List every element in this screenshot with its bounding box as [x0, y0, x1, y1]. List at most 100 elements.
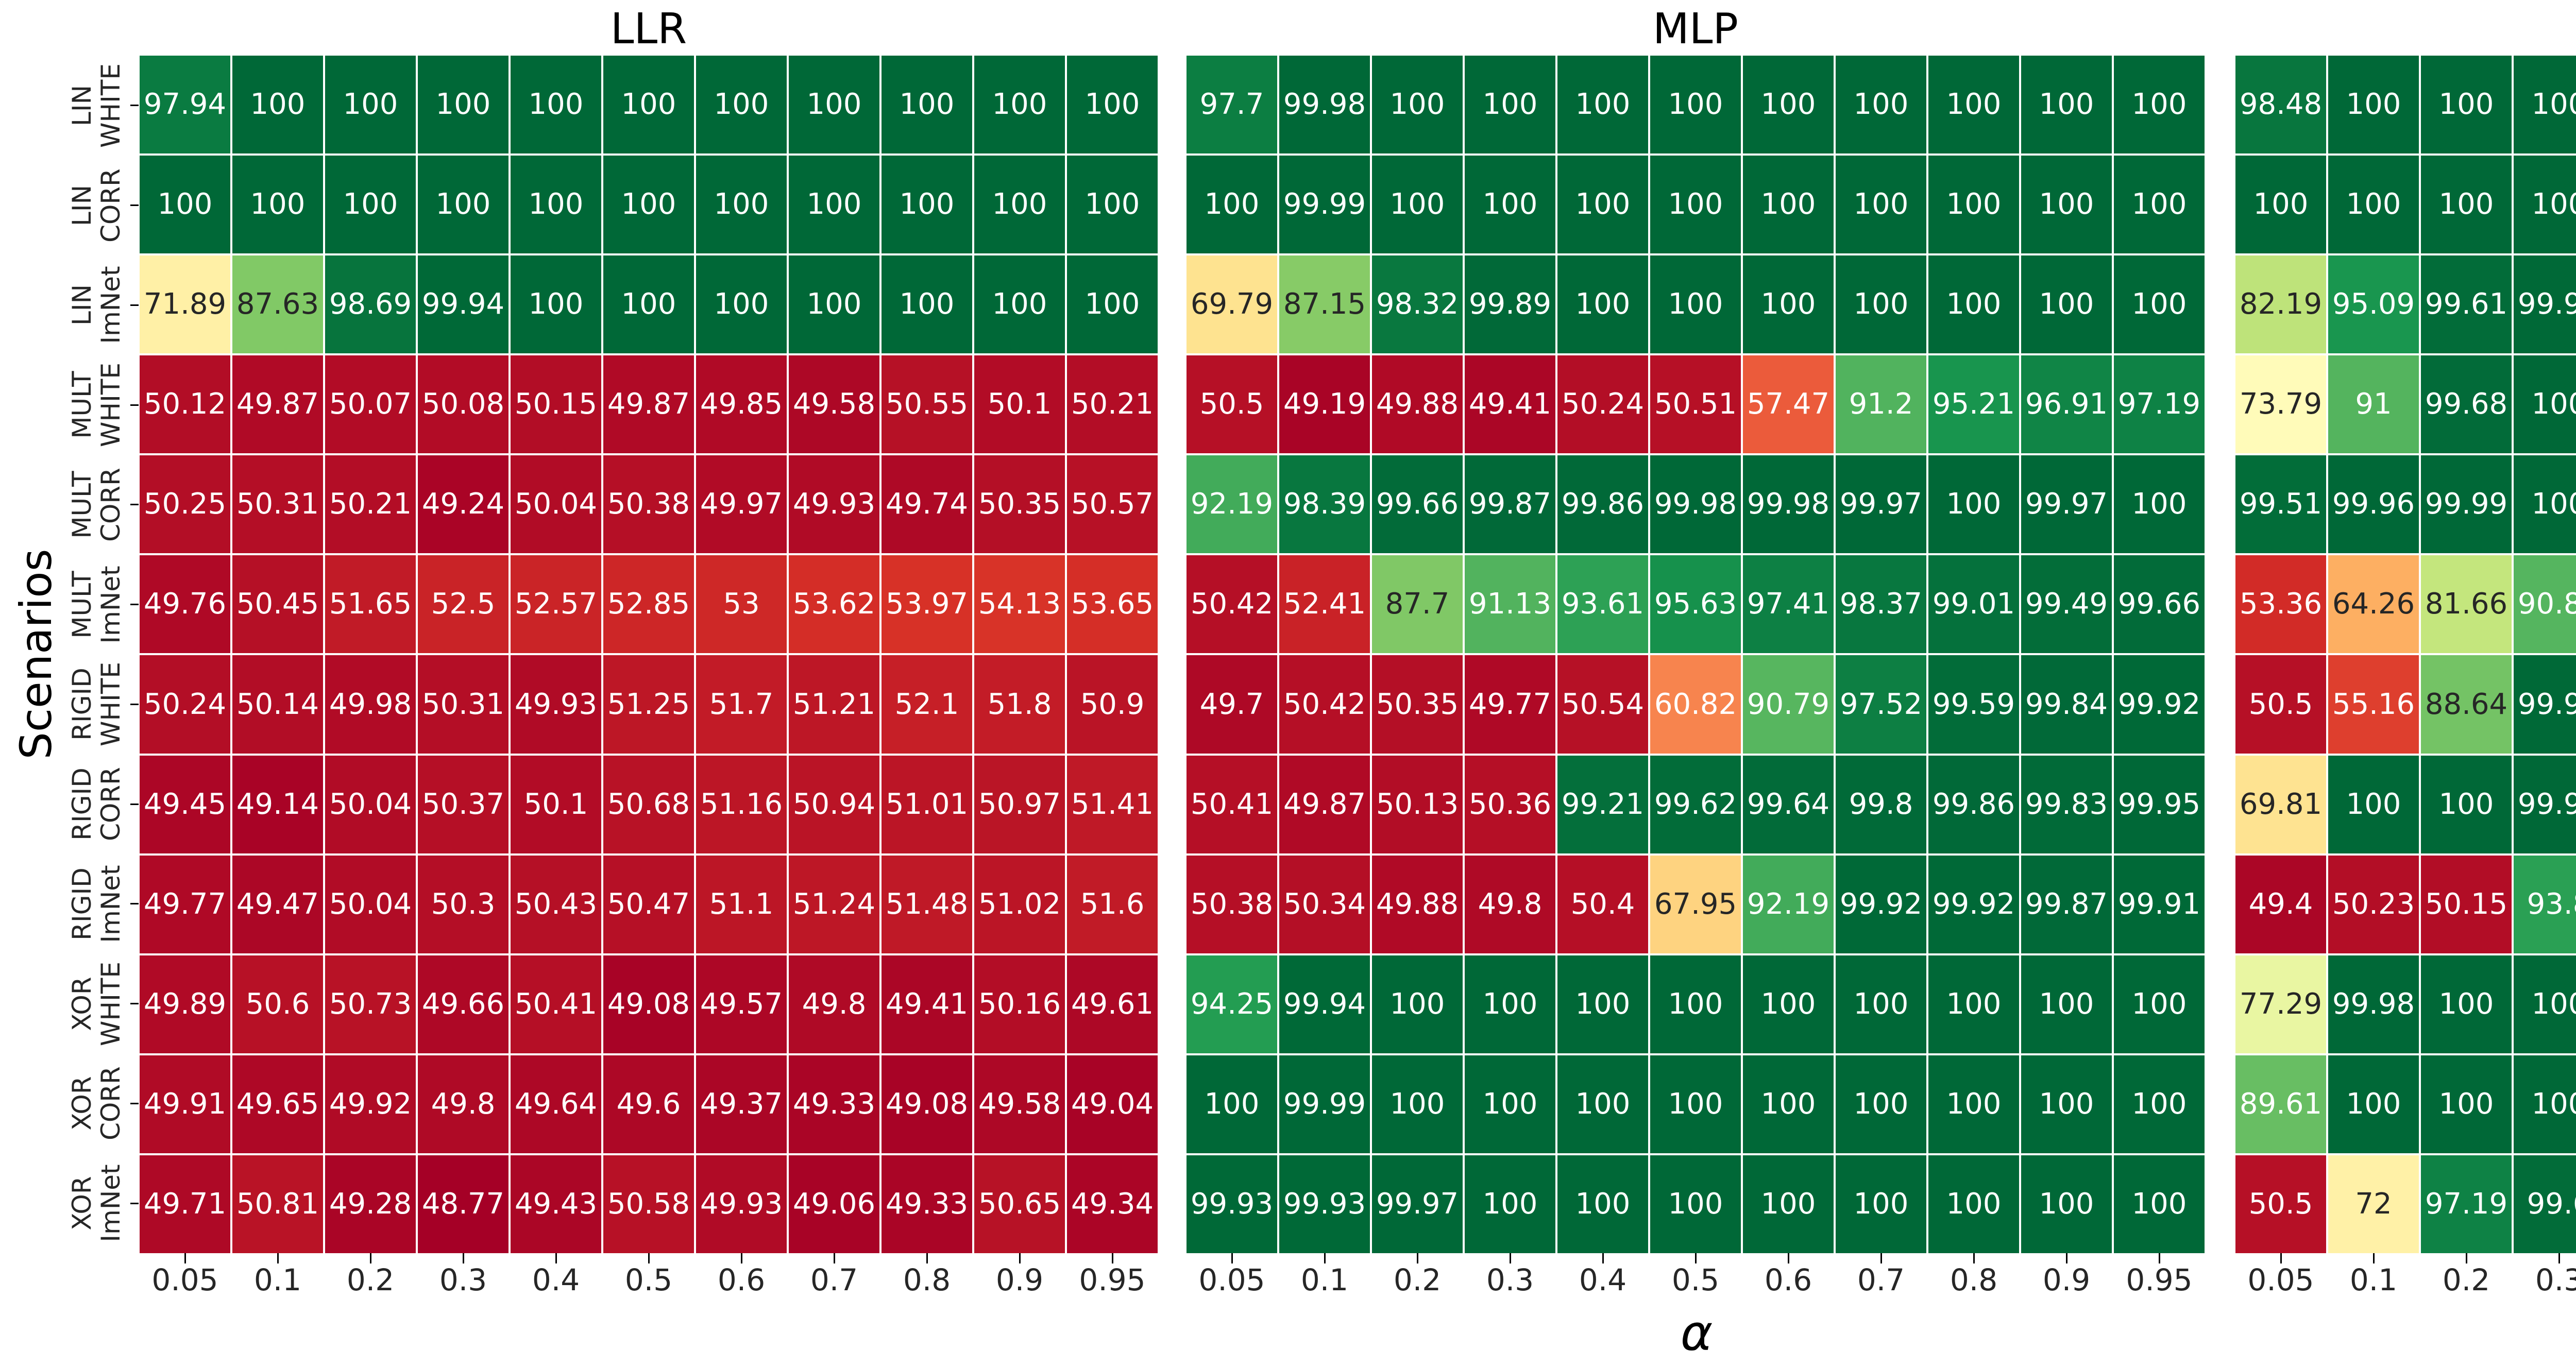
heatmap-cell: 100 [1650, 255, 1741, 354]
heatmap-cell: 49.4 [2235, 855, 2326, 953]
heatmap-cell: 49.88 [1372, 855, 1463, 953]
row-label: RIGID CORR [67, 767, 126, 841]
heatmap-cell: 87.63 [232, 255, 323, 354]
heatmap-cell: 51.24 [789, 855, 879, 953]
heatmap-cell: 99.97 [1372, 1155, 1463, 1253]
heatmap-cell: 99.92 [2114, 655, 2205, 754]
x-tick-label: 0.3 [2535, 1262, 2576, 1297]
heatmap-cell: 100 [140, 156, 230, 254]
heatmap-cell: 99.94 [418, 255, 509, 354]
heatmap-cell: 100 [325, 156, 416, 254]
heatmap-cell: 72 [2328, 1155, 2419, 1253]
heatmap-cell: 100 [1067, 56, 1158, 154]
heatmap-cell: 49.43 [511, 1155, 601, 1253]
y-axis-tick [130, 204, 139, 207]
heatmap-cell: 100 [2114, 56, 2205, 154]
heatmap-cell: 89.61 [2235, 1055, 2326, 1153]
x-axis-tick [1787, 1253, 1789, 1263]
heatmap-cell: 49.97 [696, 455, 787, 554]
heatmap-cell: 51.16 [696, 755, 787, 853]
heatmap-cell: 99.66 [1372, 455, 1463, 554]
heatmap-cell: 49.14 [232, 755, 323, 853]
heatmap-cell: 50.04 [325, 855, 416, 953]
heatmap-cell: 100 [1836, 156, 1926, 254]
heatmap-cell: 53.97 [882, 555, 972, 654]
x-axis-tick [277, 1253, 279, 1263]
heatmap-cell: 49.06 [789, 1155, 879, 1253]
heatmap-cell: 100 [1928, 1155, 2019, 1253]
heatmap-cell: 100 [974, 255, 1065, 354]
heatmap-cell: 99.83 [2021, 755, 2112, 853]
heatmap-title-llr: LLR [610, 5, 687, 54]
heatmap-cell: 49.74 [882, 455, 972, 554]
heatmap-cell: 90.89 [2514, 555, 2576, 654]
y-axis-tick [130, 404, 139, 406]
heatmap-cell: 100 [789, 255, 879, 354]
heatmap-cell: 100 [1187, 1055, 1277, 1153]
heatmap-cell: 51.6 [1067, 855, 1158, 953]
heatmap-cell: 100 [2328, 1055, 2419, 1153]
heatmap-cell: 50.14 [232, 655, 323, 754]
heatmap-cell: 49.87 [603, 355, 694, 454]
x-axis-tick [1111, 1253, 1113, 1263]
x-tick-label: 0.05 [2247, 1262, 2314, 1297]
heatmap-cell: 100 [2021, 156, 2112, 254]
heatmap-cell: 98.32 [1372, 255, 1463, 354]
heatmap-cell: 100 [1465, 156, 1555, 254]
heatmap-cell: 100 [1557, 56, 1648, 154]
x-axis-tick [1602, 1253, 1604, 1263]
heatmap-cell: 99.59 [1928, 655, 2019, 754]
heatmap-cell: 100 [1650, 1155, 1741, 1253]
x-axis-tick [648, 1253, 650, 1263]
heatmap-cell: 50.5 [2235, 655, 2326, 754]
heatmap-cell: 50.68 [603, 755, 694, 853]
heatmap-cell: 92.19 [1743, 855, 1834, 953]
heatmap-cell: 100 [1465, 955, 1555, 1053]
heatmap-cell: 95.21 [1928, 355, 2019, 454]
heatmap-cnn: 98.4810010010010010010010010010010010010… [2235, 56, 2576, 1253]
heatmap-cell: 100 [2235, 156, 2326, 254]
heatmap-cell: 50.3 [418, 855, 509, 953]
heatmap-cell: 100 [1067, 156, 1158, 254]
heatmap-cell: 100 [1743, 255, 1834, 354]
heatmap-cell: 100 [1743, 1055, 1834, 1153]
heatmap-cell: 50.35 [1372, 655, 1463, 754]
heatmap-cell: 50.31 [418, 655, 509, 754]
heatmap-cell: 51.65 [325, 555, 416, 654]
heatmap-cell: 50.25 [140, 455, 230, 554]
x-axis-tick [462, 1253, 464, 1263]
heatmap-cell: 49.91 [140, 1055, 230, 1153]
heatmap-cell: 100 [232, 156, 323, 254]
x-axis-tick [1231, 1253, 1233, 1263]
heatmap-cell: 100 [1743, 1155, 1834, 1253]
heatmap-cell: 98.39 [1279, 455, 1370, 554]
y-axis-tick [130, 1202, 139, 1204]
heatmap-cell: 99.21 [1557, 755, 1648, 853]
heatmap-cell: 100 [2328, 56, 2419, 154]
y-axis-tick [130, 1102, 139, 1104]
heatmap-cell: 98.37 [1836, 555, 1926, 654]
heatmap-cell: 49.88 [1372, 355, 1463, 454]
heatmap-cell: 100 [1928, 955, 2019, 1053]
y-axis-tick [130, 703, 139, 705]
x-tick-label: 0.7 [1857, 1262, 1905, 1297]
heatmap-cell: 50.15 [511, 355, 601, 454]
heatmap-cell: 100 [1928, 56, 2019, 154]
heatmap-cell: 51.41 [1067, 755, 1158, 853]
heatmap-cell: 100 [603, 156, 694, 254]
heatmap-cell: 100 [511, 255, 601, 354]
x-axis-tick [1019, 1253, 1021, 1263]
x-axis-tick [1509, 1253, 1511, 1263]
heatmap-cell: 100 [2421, 1055, 2512, 1153]
heatmap-cell: 67.95 [1650, 855, 1741, 953]
y-axis-tick [130, 903, 139, 905]
heatmap-cell: 51.1 [696, 855, 787, 953]
heatmap-cell: 50.9 [1067, 655, 1158, 754]
heatmap-cell: 53.65 [1067, 555, 1158, 654]
heatmap-cell: 99.99 [2421, 455, 2512, 554]
heatmap-cell: 50.16 [974, 955, 1065, 1053]
y-axis-tick [130, 504, 139, 506]
heatmap-cell: 49.93 [511, 655, 601, 754]
heatmap-cell: 50.38 [1187, 855, 1277, 953]
heatmap-cell: 71.89 [140, 255, 230, 354]
